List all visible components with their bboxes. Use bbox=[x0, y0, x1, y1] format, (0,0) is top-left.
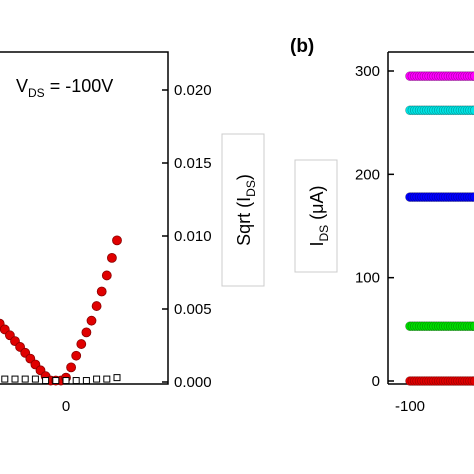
panel-a-black-point bbox=[52, 377, 60, 385]
panel-a-y2-tick-label: 0.010 bbox=[174, 228, 212, 245]
annotation-v: V bbox=[16, 76, 28, 96]
panel-a-black-point bbox=[62, 377, 70, 385]
panel-a-black-point bbox=[1, 375, 9, 383]
panel-b-x-tick-label: -100 bbox=[395, 398, 425, 415]
panel-a-red-point bbox=[101, 270, 112, 281]
panel-a-black-point bbox=[31, 375, 39, 383]
panel-a-red-point bbox=[76, 339, 87, 349]
y2-title-main: Sqrt (I bbox=[234, 197, 254, 246]
panel-b-point bbox=[470, 321, 474, 331]
panel-b-y-tick-label: 300 bbox=[355, 63, 380, 80]
panel-a-black-point bbox=[72, 377, 80, 385]
panel-a-y2-title-box bbox=[221, 133, 265, 287]
panel-a-red-point bbox=[107, 252, 117, 263]
panel-b-y-title: IDS (μA) bbox=[307, 185, 331, 246]
panel-a-red-point bbox=[96, 286, 107, 297]
panel-b-y-tick-label: 200 bbox=[355, 166, 380, 183]
annotation-rest: = -100V bbox=[45, 76, 114, 96]
panel-a-black-point bbox=[103, 375, 111, 383]
panel-b-y-tick-label: 100 bbox=[355, 270, 380, 287]
panel-a-y2-tick-label: 0.020 bbox=[174, 82, 212, 99]
panel-a-y2-tick-label: 0.005 bbox=[174, 301, 212, 318]
panel-b-y-tick-label: 0 bbox=[372, 373, 380, 390]
panel-a-red-point bbox=[66, 362, 76, 373]
panel-a-y2-title: Sqrt (IDS) bbox=[234, 174, 258, 246]
panel-b-point bbox=[470, 376, 474, 386]
panel-a-y2-tick-label: 0.000 bbox=[174, 374, 212, 391]
panel-a-black-point bbox=[42, 377, 50, 385]
panel-b-point bbox=[470, 71, 474, 81]
y-title-end: (μA) bbox=[307, 185, 327, 224]
panel-a-black-point bbox=[21, 375, 29, 383]
panel-a-red-point bbox=[71, 350, 82, 361]
panel-a-vds-annotation: VDS = -100V bbox=[16, 76, 113, 100]
y-title-main: I bbox=[307, 242, 327, 247]
y2-title-sub: DS bbox=[244, 180, 258, 197]
panel-b-y-title-box bbox=[294, 159, 338, 273]
panel-a-red-point bbox=[91, 301, 102, 311]
panel-a-red-point bbox=[81, 327, 92, 338]
panel-b-series bbox=[405, 71, 474, 386]
panel-a-series bbox=[0, 235, 122, 386]
panel-a-black-point bbox=[93, 375, 101, 383]
panel-a-red-point bbox=[86, 315, 97, 326]
panel-a-y2-tick-label: 0.015 bbox=[174, 155, 212, 172]
panel-a-right-axis: 0.000 0.005 0.010 0.015 0.020 bbox=[162, 82, 212, 391]
y-title-sub: DS bbox=[317, 225, 331, 242]
y2-title-end: ) bbox=[234, 174, 254, 180]
panel-b-label: (b) bbox=[290, 36, 314, 57]
panel-a-black-point bbox=[82, 377, 90, 385]
panel-b-y-axis-ticks: 0 100 200 300 bbox=[355, 63, 394, 390]
panel-b-point bbox=[470, 105, 474, 115]
panel-b-point bbox=[470, 192, 474, 202]
panel-a-black-point bbox=[113, 374, 121, 382]
annotation-sub: DS bbox=[28, 86, 45, 100]
panel-a-x-tick-label: 0 bbox=[62, 398, 70, 415]
panel-a-black-point bbox=[11, 375, 19, 383]
panel-a-red-point bbox=[112, 235, 122, 246]
panel-b: (b) 0 100 200 300 -100 IDS (μA) bbox=[290, 36, 474, 415]
